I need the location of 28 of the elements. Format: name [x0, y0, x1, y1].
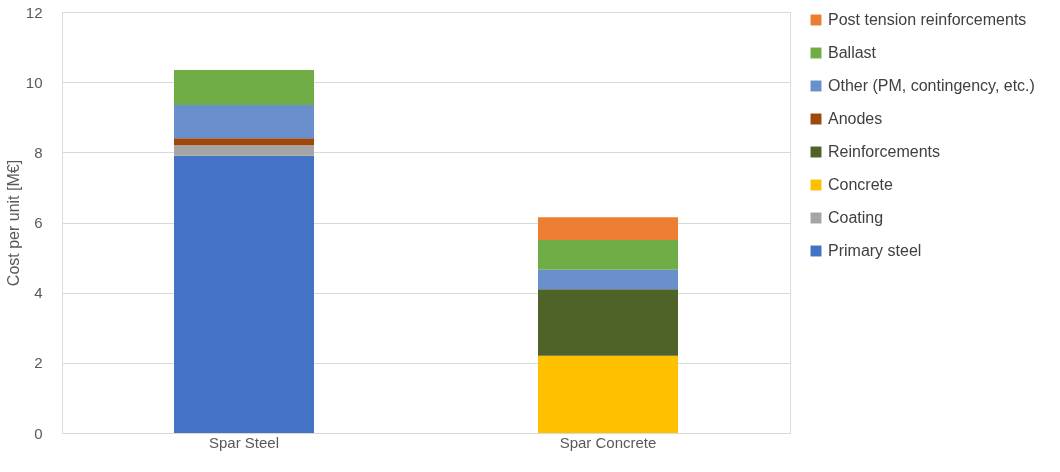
bar: [538, 217, 678, 241]
legend-label: Other (PM, contingency, etc.): [828, 77, 1035, 94]
y-tick-label: 10: [25, 73, 43, 91]
bar: [174, 104, 314, 139]
y-tick-label: 0: [34, 424, 43, 442]
y-tick-label: 4: [34, 284, 43, 302]
bar: [174, 155, 314, 433]
y-tick-label: 12: [25, 3, 43, 21]
y-tick-label: 8: [34, 143, 43, 161]
bar: [174, 69, 314, 105]
legend-label: Concrete: [828, 176, 894, 193]
legend-label: Ballast: [828, 44, 877, 61]
legend-label: Coating: [828, 209, 884, 226]
bar: [538, 269, 678, 290]
y-tick-label: 6: [34, 214, 43, 231]
x-tick-label: Spar Steel: [208, 433, 280, 451]
x-tick-label: Spar Concrete: [559, 433, 657, 451]
bar: [174, 138, 314, 146]
legend-label: Post tension reinforcements: [828, 11, 1027, 28]
legend-label: Primary steel: [828, 242, 922, 259]
bar: [538, 289, 678, 356]
y-axis-title: Cost per unit [M€]: [4, 159, 22, 287]
legend-label: Reinforcements: [828, 143, 941, 160]
bar: [174, 145, 314, 156]
y-tick-label: 2: [34, 354, 43, 372]
bar: [538, 355, 678, 433]
legend-label: Anodes: [828, 110, 883, 127]
bar: [538, 240, 678, 270]
